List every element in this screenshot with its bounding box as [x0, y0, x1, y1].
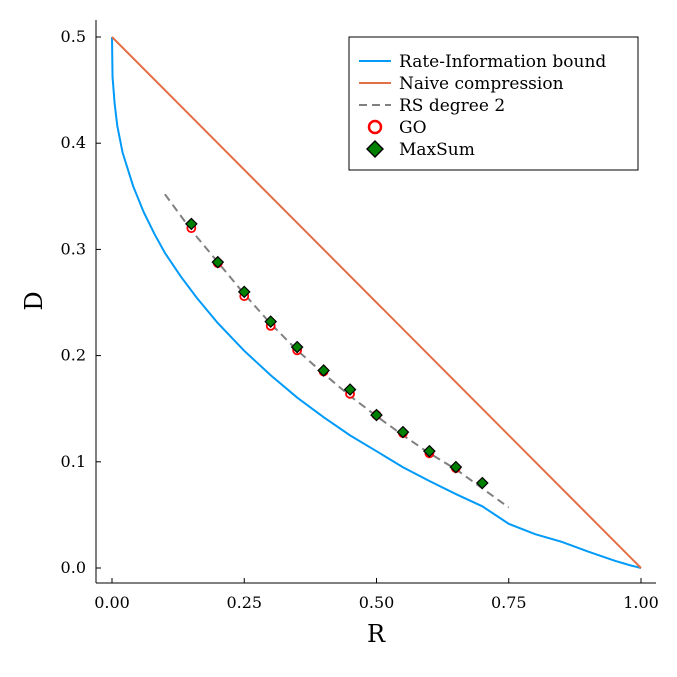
y-tick-label: 0.4 — [61, 133, 86, 152]
legend-label-rate-information-bound: Rate-Information bound — [399, 52, 606, 72]
point-maxsum — [370, 408, 383, 422]
x-tick-label: 0.25 — [226, 593, 262, 612]
series-line-rs-degree-2 — [164, 193, 510, 509]
axes: 0.00 0.25 0.50 0.75 1.00 0.0 0.1 0.2 0.3 0.4 0.5 — [61, 20, 659, 612]
x-tick-label: 1.00 — [623, 593, 659, 612]
y-tick-label: 0.1 — [61, 452, 86, 471]
point-maxsum — [237, 285, 251, 299]
y-tick-label: 0.3 — [61, 239, 86, 258]
point-maxsum — [449, 460, 463, 474]
legend-label-go: GO — [399, 118, 427, 138]
legend-swatch-go — [367, 119, 383, 135]
legend-label-naive-compression: Naive compression — [399, 74, 564, 94]
legend-label-maxsum: MaxSum — [399, 140, 475, 160]
point-maxsum — [423, 444, 436, 458]
series-layer — [111, 36, 642, 569]
x-tick-label: 0.00 — [94, 593, 130, 612]
point-maxsum — [396, 425, 410, 439]
y-tick-label: 0.2 — [61, 346, 86, 365]
series-line-rate-information-bound — [111, 36, 642, 569]
point-maxsum — [264, 315, 278, 328]
y-tick-label: 0.5 — [61, 27, 86, 46]
point-maxsum — [343, 383, 357, 396]
legend-box — [348, 36, 639, 171]
y-axis-title: D — [20, 291, 48, 310]
point-maxsum — [211, 255, 225, 269]
x-axis-title: R — [367, 620, 386, 648]
point-maxsum — [475, 476, 489, 490]
point-maxsum — [290, 340, 304, 354]
legend-swatch-maxsum — [366, 140, 384, 158]
point-maxsum — [185, 217, 198, 231]
y-tick-label: 0.0 — [61, 558, 86, 577]
x-tick-label: 0.50 — [359, 593, 395, 612]
series-line-naive-compression — [111, 36, 642, 569]
legend-label-rs-degree-2: RS degree 2 — [399, 96, 505, 116]
point-maxsum — [317, 364, 330, 377]
x-tick-label: 0.75 — [491, 593, 527, 612]
